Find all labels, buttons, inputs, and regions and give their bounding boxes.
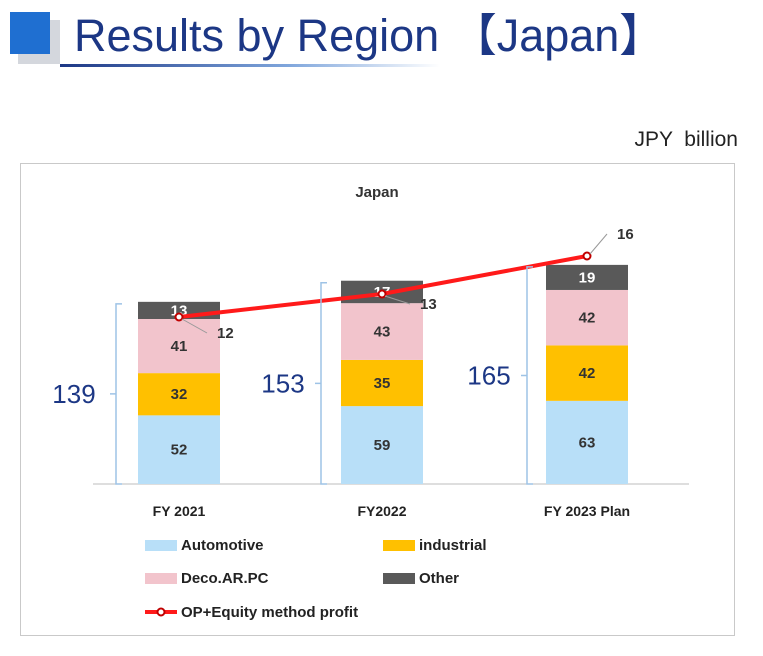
legend-swatch (145, 573, 177, 584)
bar-industrial-3 (546, 345, 628, 401)
title-square-icon (10, 12, 50, 54)
line-point (174, 312, 184, 322)
bar-value-label: 52 (171, 442, 188, 459)
line-value-label: 13 (420, 296, 437, 313)
bar-value-label: 19 (579, 269, 596, 286)
bar-automotive-2 (341, 406, 423, 484)
legend-label: Other (419, 570, 459, 587)
legend-label: Deco.AR.PC (181, 570, 269, 587)
line-value-label: 12 (217, 325, 234, 342)
line-label-leader (384, 295, 411, 305)
bars-group: 523241135935431763424219 (93, 264, 689, 485)
bar-value-label: 35 (374, 375, 391, 392)
category-labels-group: FY 2021 FY2022 FY 2023 Plan (153, 503, 630, 519)
totals-group: 139 153 165 (52, 266, 533, 485)
bar-deco-ar-pc-3 (546, 289, 628, 346)
legend-label: Automotive (181, 537, 264, 554)
legend-label: industrial (419, 537, 487, 554)
bar-value-label: 59 (374, 437, 391, 454)
bar-value-label: 42 (579, 310, 596, 327)
line-point (582, 251, 592, 261)
bar-industrial-2 (341, 359, 423, 407)
total-bracket (521, 266, 533, 485)
bar-deco-ar-pc-1 (138, 319, 220, 374)
legend-swatch (145, 540, 177, 551)
page-title: Results by Region 【Japan】 (74, 10, 665, 61)
legend-swatch (383, 540, 415, 551)
bar-value-label: 63 (579, 434, 596, 451)
legend-label: OP+Equity method profit (181, 604, 358, 621)
line-label-leader (181, 318, 208, 334)
unit-label: JPY billion (634, 128, 738, 151)
bar-automotive-3 (546, 400, 628, 484)
chart-title: Japan (355, 184, 398, 201)
line-group: 12 13 16 (174, 226, 634, 342)
x-tick-label: FY 2023 Plan (544, 503, 630, 519)
legend-line-marker (156, 607, 166, 617)
bar-other-3 (546, 264, 628, 290)
bar-value-label: 32 (171, 386, 188, 403)
legend: Automotive industrial Deco.AR.PC Other OP+Eq… (145, 537, 487, 621)
total-bracket (110, 303, 122, 485)
bar-deco-ar-pc-2 (341, 303, 423, 360)
bar-industrial-1 (138, 373, 220, 416)
line-label-leader (589, 233, 608, 255)
line-point (377, 289, 387, 299)
x-tick-label: FY2022 (357, 503, 406, 519)
bar-value-label: 43 (374, 324, 391, 341)
total-value-label: 139 (52, 379, 95, 409)
total-bracket (315, 281, 327, 485)
legend-swatch (383, 573, 415, 584)
title-bar: Results by Region 【Japan】 (0, 0, 763, 80)
x-tick-label: FY 2021 (153, 503, 206, 519)
title-underline (60, 64, 440, 67)
total-value-label: 153 (261, 368, 304, 398)
total-value-label: 165 (467, 360, 510, 390)
bar-automotive-1 (138, 415, 220, 484)
bar-value-label: 41 (171, 338, 188, 355)
line-value-label: 16 (617, 226, 634, 243)
bar-value-label: 42 (579, 365, 596, 382)
